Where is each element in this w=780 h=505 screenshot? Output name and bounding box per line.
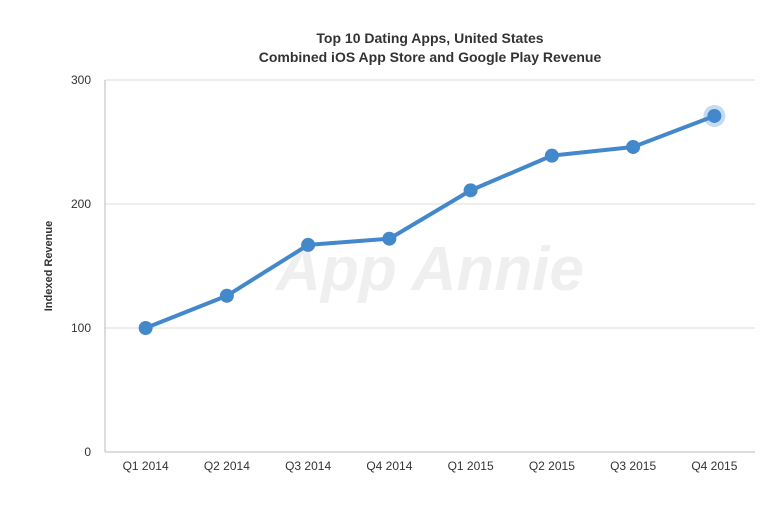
x-tick-label: Q2 2014 <box>204 459 250 473</box>
data-point <box>544 148 559 163</box>
x-tick-label: Q4 2015 <box>691 459 737 473</box>
watermark-text: App Annie <box>274 235 584 304</box>
series-line <box>143 113 717 330</box>
x-tick-label: Q1 2015 <box>448 459 494 473</box>
x-tick-label: Q4 2014 <box>366 459 412 473</box>
data-point <box>382 231 397 246</box>
gridlines <box>104 79 755 453</box>
y-tick-label-300: 300 <box>71 73 91 87</box>
x-tick-label: Q3 2015 <box>610 459 656 473</box>
series-group <box>138 104 726 335</box>
x-axis-ticks: Q1 2014 Q2 2014 Q3 2014 Q4 2014 Q1 2015 Q2 20… <box>123 459 738 473</box>
y-tick-label-100: 100 <box>71 321 91 335</box>
y-axis-title: Indexed Revenue <box>43 221 55 311</box>
data-point <box>138 321 153 335</box>
y-axis-ticks: 0 100 200 300 <box>71 73 91 459</box>
data-point <box>219 288 234 303</box>
data-point <box>463 183 478 198</box>
x-tick-label: Q3 2014 <box>285 459 331 473</box>
chart-title: Top 10 Dating Apps, United States <box>316 30 544 46</box>
data-point <box>707 108 722 123</box>
y-tick-label-0: 0 <box>84 445 91 459</box>
y-tick-label-200: 200 <box>71 197 91 211</box>
x-tick-label: Q1 2014 <box>123 459 169 473</box>
chart-subtitle: Combined iOS App Store and Google Play R… <box>258 49 602 65</box>
data-point <box>626 139 641 154</box>
data-point <box>301 237 316 252</box>
x-tick-label: Q2 2015 <box>529 459 575 473</box>
